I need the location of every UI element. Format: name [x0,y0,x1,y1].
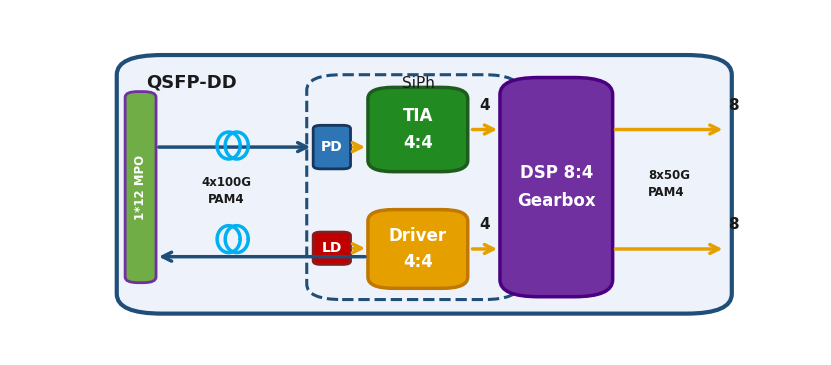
Text: 1*12 MPO: 1*12 MPO [134,154,147,220]
Text: DSP 8:4
Gearbox: DSP 8:4 Gearbox [517,164,596,210]
Text: 4x100G
PAM4: 4x100G PAM4 [201,176,251,206]
Text: 8x50G
PAM4: 8x50G PAM4 [648,169,690,199]
Text: PD: PD [321,140,342,154]
Text: TIA
4:4: TIA 4:4 [403,107,433,152]
Text: QSFP-DD: QSFP-DD [145,73,237,91]
Text: 4: 4 [479,98,490,113]
FancyBboxPatch shape [368,87,468,172]
FancyBboxPatch shape [500,77,612,297]
Text: Driver
4:4: Driver 4:4 [389,227,447,271]
Text: 4: 4 [479,217,490,232]
FancyBboxPatch shape [313,125,351,169]
Text: 8: 8 [729,98,740,113]
FancyBboxPatch shape [313,232,351,264]
FancyBboxPatch shape [116,55,732,314]
Text: LD: LD [322,241,342,255]
Text: 8: 8 [729,217,740,232]
FancyBboxPatch shape [368,210,468,288]
FancyBboxPatch shape [125,92,156,283]
Text: SiPh: SiPh [401,76,435,91]
